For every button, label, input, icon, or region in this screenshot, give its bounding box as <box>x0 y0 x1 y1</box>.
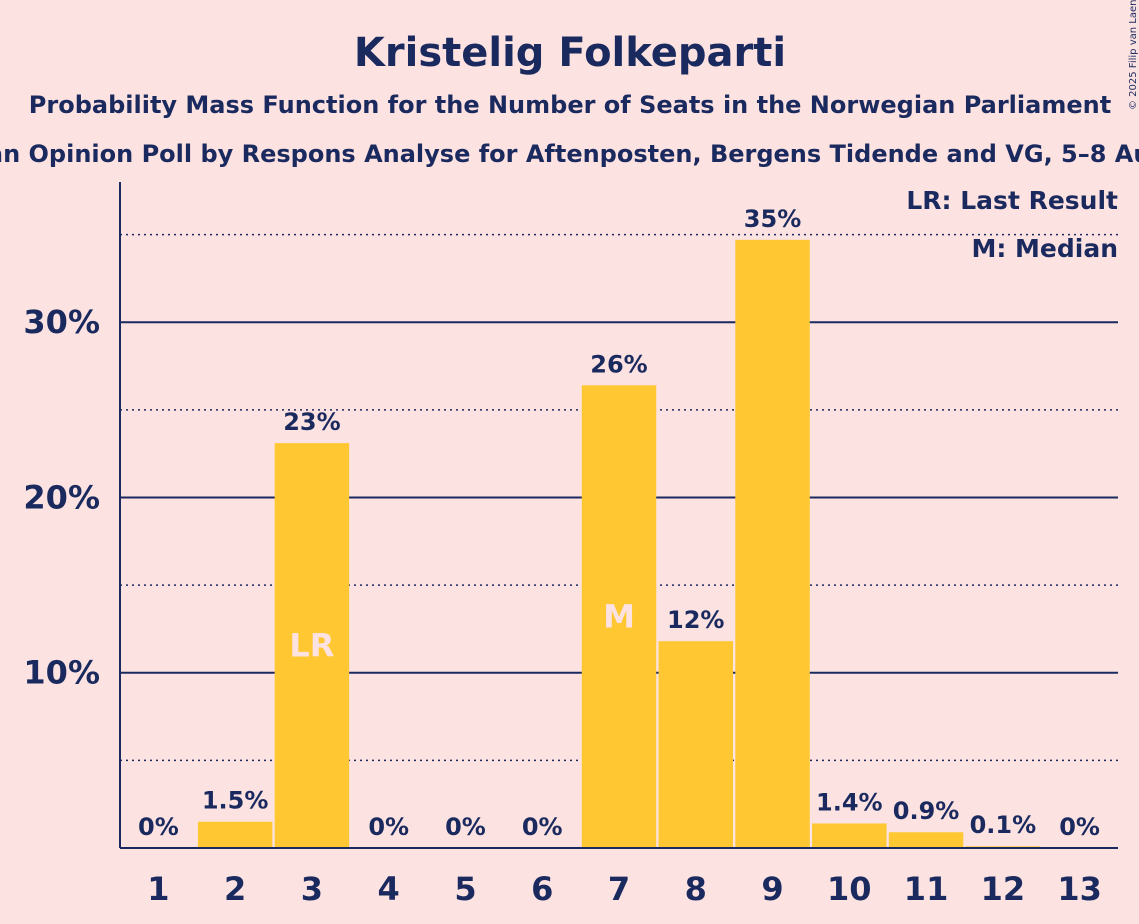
x-tick-label: 5 <box>454 870 476 908</box>
y-tick-label: 30% <box>23 303 100 341</box>
bar <box>888 832 964 848</box>
chart-subtitle-source: Based on an Opinion Poll by Respons Anal… <box>0 140 1139 168</box>
x-tick-label: 3 <box>301 870 323 908</box>
data-label: 0% <box>445 813 486 841</box>
x-tick-label: 8 <box>685 870 707 908</box>
data-label: 23% <box>283 408 340 436</box>
legend-median: M: Median <box>971 234 1118 263</box>
data-label: 1.4% <box>816 788 883 816</box>
x-tick-label: 9 <box>761 870 783 908</box>
bar <box>735 239 810 848</box>
bar <box>581 385 657 848</box>
data-label: 26% <box>590 350 647 378</box>
data-labels: 0% 1.5% 23% LR 0% 0% 0% 26% M 12% 35% 1.4% 0.9% 0.1% 0… <box>138 205 1100 841</box>
data-label: 0% <box>368 813 409 841</box>
data-label: 0% <box>522 813 563 841</box>
x-tick-label: 4 <box>378 870 400 908</box>
y-tick-label: 10% <box>23 654 100 692</box>
chart-subtitle: Probability Mass Function for the Number… <box>29 91 1111 119</box>
x-tick-label: 7 <box>608 870 630 908</box>
data-label: 35% <box>744 205 801 233</box>
bar-marker: LR <box>289 627 334 665</box>
data-label: 0.9% <box>893 797 960 825</box>
x-tick-label: 6 <box>531 870 553 908</box>
bar <box>658 641 734 848</box>
bar <box>812 823 887 848</box>
x-tick-label: 12 <box>981 870 1026 908</box>
data-label: 0.1% <box>970 811 1037 839</box>
y-tick-label: 20% <box>23 478 100 516</box>
copyright-notice: © 2025 Filip van Laenen <box>1128 0 1139 110</box>
x-tick-label: 10 <box>827 870 872 908</box>
axes <box>119 182 1118 849</box>
legend-last-result: LR: Last Result <box>906 186 1118 215</box>
data-label: 1.5% <box>202 787 269 815</box>
data-label: 0% <box>1059 813 1100 841</box>
bar-marker: M <box>603 598 635 636</box>
bars <box>197 239 1041 848</box>
bar <box>274 443 350 848</box>
tick-labels: 10%20%30%1 2 3 4 5 6 7 8 9 10 11 12 13 <box>23 303 1101 908</box>
x-tick-label: 11 <box>904 870 949 908</box>
bar <box>197 821 273 848</box>
data-label: 0% <box>138 813 179 841</box>
data-label: 12% <box>667 606 724 634</box>
x-tick-label: 2 <box>224 870 246 908</box>
chart-title: Kristelig Folkeparti <box>354 30 786 76</box>
x-tick-label: 1 <box>147 870 169 908</box>
x-tick-label: 13 <box>1057 870 1102 908</box>
